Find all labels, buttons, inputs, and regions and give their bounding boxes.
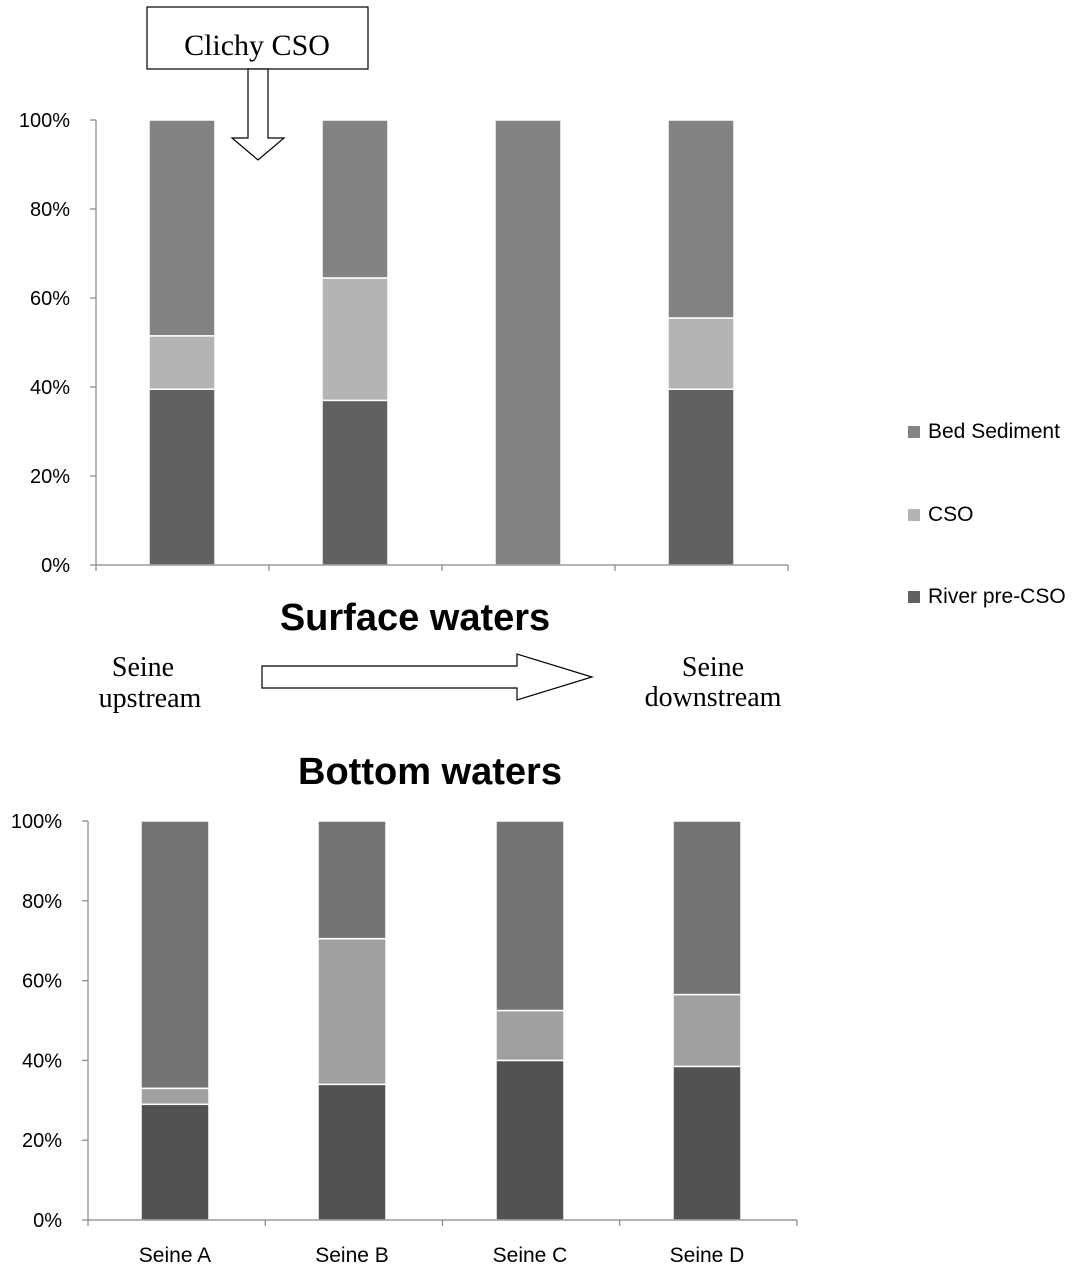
surface-y-tick-label: 40% [30, 377, 70, 399]
bottom-bar-seine-b-cso [317, 937, 387, 1086]
bottom-bar-seine-d-cso [672, 993, 742, 1068]
bottom-chart-title: Bottom waters [298, 751, 562, 793]
bottom-bar-seine-a-cso [140, 1087, 210, 1106]
bottom-y-tick-label: 80% [22, 891, 62, 913]
legend: Bed Sediment CSO River pre-CSO [908, 420, 1066, 608]
bottom-y-tick-label: 60% [22, 971, 62, 993]
legend-swatch [908, 591, 920, 603]
bottom-bars [140, 820, 742, 1221]
bottom-y-tick-label: 0% [33, 1210, 62, 1232]
downstream-label-line1: Seine [682, 652, 744, 683]
surface-y-tick-label: 0% [41, 555, 70, 577]
surface-waters-chart: 0% 20% 40% 60% 80% 100% [19, 110, 789, 577]
surface-bar-seine-c-bed-sediment [494, 119, 562, 566]
legend-label: CSO [928, 503, 974, 526]
surface-bar-seine-a-cso [148, 335, 216, 390]
right-arrow-icon [261, 653, 595, 701]
bottom-axes: 0% 20% 40% 60% 80% 100% Seine A Seine B Seine C S… [11, 811, 798, 1267]
bottom-bar-seine-d-bed-sediment [672, 820, 742, 996]
surface-bar-seine-d-river-pre-cso [667, 388, 735, 566]
surface-bar-seine-b-bed-sediment [321, 119, 389, 279]
surface-axes: 0% 20% 40% 60% 80% 100% [19, 110, 789, 577]
bottom-bar-seine-b-bed-sediment [317, 820, 387, 940]
bottom-waters-chart: 0% 20% 40% 60% 80% 100% Seine A Seine B Seine C S… [11, 811, 798, 1267]
surface-y-tick-label: 80% [30, 199, 70, 221]
cso-callout-label: Clichy CSO [184, 29, 330, 62]
surface-bar-seine-a-river-pre-cso [148, 388, 216, 566]
surface-bar-seine-d-bed-sediment [667, 119, 735, 319]
bottom-y-tick-label: 20% [22, 1130, 62, 1152]
bottom-bar-seine-c-cso [495, 1009, 565, 1062]
surface-bar-seine-b-cso [321, 277, 389, 402]
upstream-label-line2: upstream [99, 683, 202, 714]
bottom-bar-seine-a-river-pre-cso [140, 1103, 210, 1221]
bottom-y-tick-label: 40% [22, 1050, 62, 1072]
bottom-bar-seine-d-river-pre-cso [672, 1065, 742, 1221]
surface-bar-seine-b-river-pre-cso [321, 399, 389, 566]
surface-bars [148, 119, 735, 566]
bottom-category-label: Seine A [139, 1244, 211, 1267]
surface-y-tick-label: 100% [19, 110, 70, 132]
bottom-bar-seine-b-river-pre-cso [317, 1083, 387, 1221]
bottom-bar-seine-a-bed-sediment [140, 820, 210, 1090]
surface-y-tick-label: 20% [30, 466, 70, 488]
flow-direction: Seine upstream Seine downstream [99, 652, 782, 714]
bottom-bar-seine-c-bed-sediment [495, 820, 565, 1012]
bottom-category-label: Seine C [493, 1244, 568, 1267]
bottom-category-label: Seine D [670, 1244, 745, 1267]
legend-swatch [908, 426, 920, 438]
surface-bar-seine-d-cso [667, 317, 735, 390]
surface-chart-title: Surface waters [280, 597, 550, 639]
bottom-y-tick-label: 100% [11, 811, 62, 833]
legend-label: Bed Sediment [928, 420, 1060, 443]
downstream-label-line2: downstream [645, 682, 782, 713]
down-arrow-icon [230, 68, 286, 161]
surface-y-tick-label: 60% [30, 288, 70, 310]
legend-swatch [908, 509, 920, 521]
upstream-label-line1: Seine [112, 652, 174, 683]
surface-bar-seine-a-bed-sediment [148, 119, 216, 337]
bottom-bar-seine-c-river-pre-cso [495, 1059, 565, 1221]
bottom-category-label: Seine B [315, 1244, 389, 1267]
clichy-cso-callout: Clichy CSO [146, 6, 369, 161]
legend-label: River pre-CSO [928, 585, 1066, 608]
cso-callout-box [146, 6, 369, 70]
